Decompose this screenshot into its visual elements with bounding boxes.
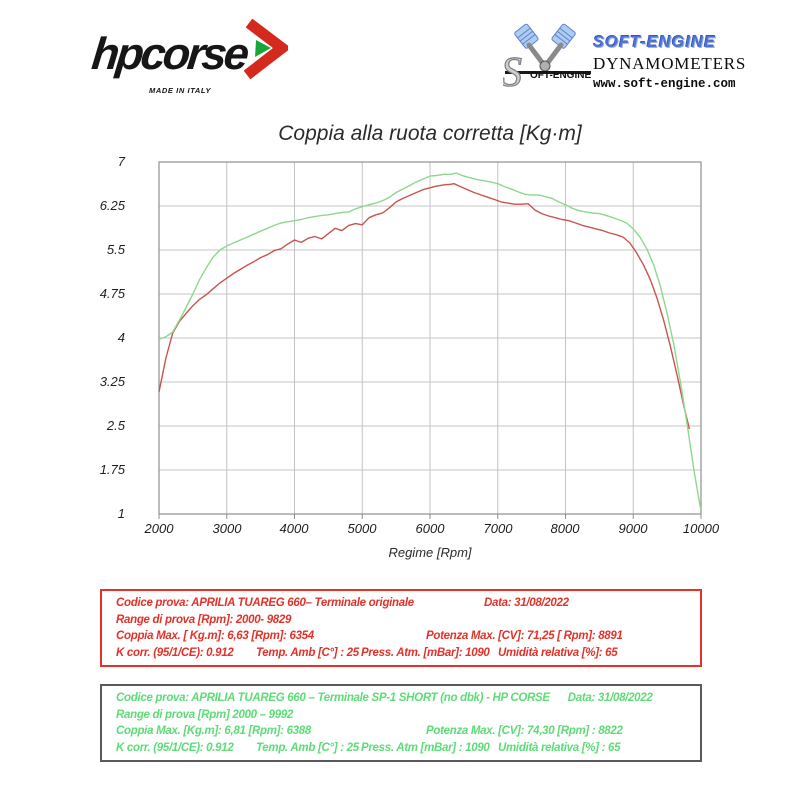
k-corr: K corr. (95/1/CE): 0.912	[116, 646, 234, 659]
data-prova: Data: 31/08/2022	[567, 692, 653, 704]
softengine-small-wordmark: OFT-ENGINE	[530, 70, 591, 81]
y-tick-label: 1	[117, 506, 125, 521]
press-atm: Press. Atm [mBar] : 1090	[361, 741, 490, 754]
softengine-pistons-icon: S OFT-ENGINE	[503, 23, 591, 96]
softengine-logo: S OFT-ENGINE SOFT-ENGINE DYNAMOMETERS ww…	[503, 20, 746, 96]
x-tick-label: 5000	[347, 521, 377, 536]
y-tick-label: 4.75	[99, 286, 125, 301]
x-tick-label: 4000	[279, 521, 309, 536]
x-tick-label: 10000	[682, 521, 720, 536]
curve-sp1-short	[158, 172, 702, 509]
softengine-brand: SOFT-ENGINE	[593, 33, 716, 51]
test-result-box-originale: Codice prova: APRILIA TUAREG 660– Termin…	[100, 589, 702, 667]
y-tick-label: 7	[117, 154, 125, 169]
codice-prova: Codice prova: APRILIA TUAREG 660– Termin…	[116, 597, 414, 609]
chart-title: Coppia alla ruota corretta [Kg·m]	[278, 122, 582, 145]
coppia-max: Coppia Max. [ Kg.m]: 6,63 [Rpm]: 6354	[116, 630, 314, 642]
potenza-max: Potenza Max. [CV]: 71,25 [ Rpm]: 8891	[426, 630, 623, 642]
y-tick-label: 6.25	[99, 198, 125, 213]
potenza-max: Potenza Max. [CV]: 74,30 [Rpm] : 8822	[426, 725, 623, 737]
range-prova: Range di prova [Rpm] 2000 – 9992	[116, 708, 294, 721]
codice-prova: Codice prova: APRILIA TUAREG 660 – Termi…	[116, 692, 550, 704]
hpcorse-logo: hpcorse MADE IN ITALY	[89, 18, 312, 106]
grid-lines	[158, 162, 702, 519]
curve-originale	[158, 182, 691, 430]
umidita-relativa: Umidità relativa [%]: 65	[498, 646, 618, 659]
k-corr: K corr. (95/1/CE): 0.912	[116, 741, 234, 754]
temp-amb: Temp. Amb [C°] : 25	[256, 741, 359, 754]
softengine-s-letter: S	[503, 50, 522, 96]
coppia-max: Coppia Max. [Kg.m]: 6,81 [Rpm]: 6388	[116, 725, 311, 737]
test-result-box-sp1-short: Codice prova: APRILIA TUAREG 660 – Termi…	[100, 684, 702, 762]
x-tick-label: 8000	[550, 521, 580, 536]
press-atm: Press. Atm. [mBar]: 1090	[361, 646, 490, 659]
range-prova: Range di prova [Rpm]: 2000- 9829	[116, 613, 292, 626]
hpcorse-arrow-icon	[244, 18, 289, 80]
softengine-subtitle: DYNAMOMETERS	[593, 54, 747, 73]
x-tick-label: 3000	[212, 521, 242, 536]
data-prova: Data: 31/08/2022	[484, 597, 569, 609]
softengine-website: www.soft-engine.com	[593, 77, 736, 91]
hpcorse-tagline: MADE IN ITALY	[149, 86, 212, 95]
torque-curves	[158, 172, 702, 509]
x-axis-title: Regime [Rpm]	[388, 545, 472, 560]
x-tick-label: 7000	[483, 521, 513, 536]
y-tick-label: 5.5	[106, 242, 125, 257]
x-tick-label: 2000	[144, 521, 174, 536]
y-tick-label: 4	[117, 330, 125, 345]
x-tick-label: 6000	[415, 521, 445, 536]
temp-amb: Temp. Amb [C°] : 25	[256, 646, 359, 659]
y-tick-label: 3.25	[99, 374, 125, 389]
y-tick-label: 2.5	[106, 418, 125, 433]
umidita-relativa: Umidità relativa [%] : 65	[498, 741, 621, 754]
y-tick-label: 1.75	[99, 462, 125, 477]
plot-border	[158, 161, 702, 515]
x-tick-label: 9000	[618, 521, 648, 536]
